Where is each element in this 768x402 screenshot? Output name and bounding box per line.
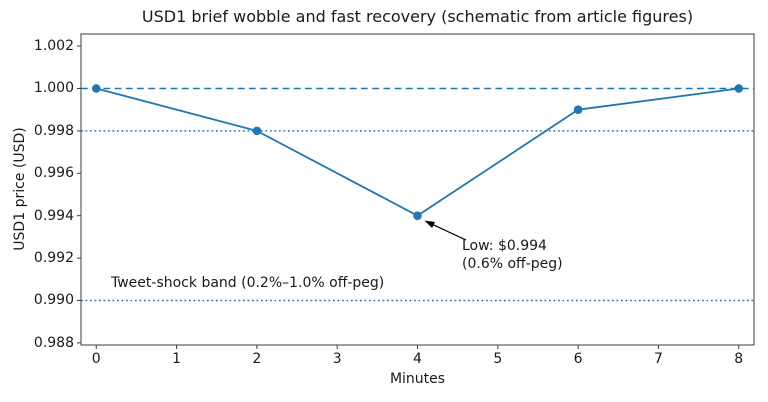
price-line (96, 87, 739, 217)
annotation-line2: (0.6% off-peg) (462, 256, 563, 272)
chart-title: USD1 brief wobble and fast recovery (sch… (141, 7, 694, 26)
annotation-line1: Low: $0.994 (462, 238, 547, 254)
band-label: Tweet-shock band (0.2%–1.0% off-peg) (111, 275, 385, 291)
y-axis-label: USD1 price (USD) (12, 127, 28, 251)
x-axis-label: Minutes (389, 371, 446, 387)
axes-spines (80, 33, 755, 346)
data-point (573, 105, 583, 114)
annotation-arrow-line (433, 224, 467, 241)
annotation-arrow-head (424, 220, 436, 228)
data-point (734, 84, 744, 93)
data-point (252, 126, 262, 136)
low-annotation: Low: $0.994 (0.6% off-peg) (462, 237, 563, 273)
data-point (91, 84, 101, 93)
data-point (413, 211, 422, 220)
